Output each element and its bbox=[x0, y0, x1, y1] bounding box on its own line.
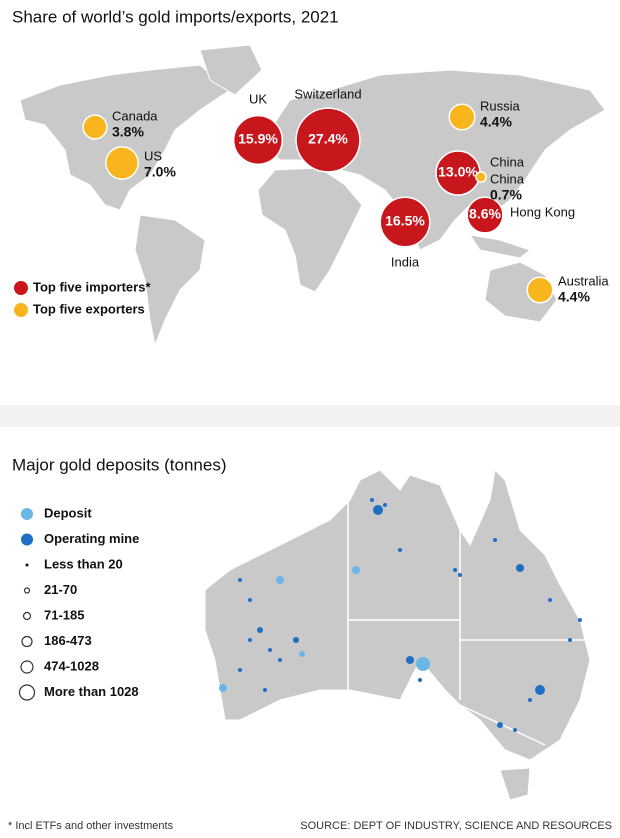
bubble bbox=[379, 196, 431, 248]
value-label: 13.0% bbox=[438, 164, 478, 180]
legend-label: Less than 20 bbox=[44, 556, 123, 571]
legend-label: Operating mine bbox=[44, 531, 139, 546]
value-label: 3.8% bbox=[112, 124, 144, 140]
bubble bbox=[475, 171, 487, 183]
country-name: China bbox=[490, 154, 525, 169]
country-name: UK bbox=[249, 91, 267, 106]
bubble bbox=[105, 146, 139, 180]
bubble bbox=[295, 107, 361, 173]
legend-label: Deposit bbox=[44, 505, 92, 520]
legend-label: Top five exporters bbox=[33, 301, 145, 316]
legend-label: More than 1028 bbox=[44, 684, 139, 699]
legend-swatch bbox=[14, 303, 28, 317]
legend-swatch bbox=[21, 635, 33, 648]
country-name: India bbox=[391, 254, 420, 269]
value-label: 0.7% bbox=[490, 187, 522, 203]
legend-swatch bbox=[18, 684, 36, 701]
country-name: Russia bbox=[480, 98, 521, 113]
legend-label: 71-185 bbox=[44, 607, 84, 622]
legend-label: 21-70 bbox=[44, 582, 77, 597]
country-name: Canada bbox=[112, 108, 158, 123]
map-title: Share of world’s gold imports/exports, 2… bbox=[12, 7, 339, 26]
legend-swatch bbox=[21, 508, 33, 520]
australia-land bbox=[204, 468, 591, 801]
value-label: 16.5% bbox=[385, 213, 425, 229]
value-label: 7.0% bbox=[144, 164, 176, 180]
deposit-dots bbox=[219, 498, 582, 732]
country-name: Switzerland bbox=[294, 86, 361, 101]
bubble bbox=[466, 196, 504, 234]
country-name: Hong Kong bbox=[510, 204, 575, 219]
value-label: 4.4% bbox=[480, 114, 512, 130]
value-label: 4.4% bbox=[558, 289, 590, 305]
bubble bbox=[232, 114, 284, 166]
legend-label: 186-473 bbox=[44, 633, 92, 648]
country-name: Australia bbox=[558, 273, 609, 288]
country-name: China bbox=[490, 171, 525, 186]
map-title: Major gold deposits (tonnes) bbox=[12, 455, 227, 474]
country-name: US bbox=[144, 148, 162, 163]
value-label: 15.9% bbox=[238, 131, 278, 147]
source: SOURCE: DEPT OF INDUSTRY, SCIENCE AND RE… bbox=[300, 820, 612, 832]
legend-label: 474-1028 bbox=[44, 658, 99, 673]
legend-swatch bbox=[23, 587, 31, 594]
legend-swatch bbox=[22, 611, 32, 621]
world-land bbox=[19, 44, 606, 347]
divider bbox=[0, 405, 620, 427]
footnote: * Incl ETFs and other investments bbox=[8, 820, 174, 832]
legend-swatch bbox=[14, 281, 28, 295]
bubble bbox=[82, 114, 108, 140]
legend-swatch bbox=[25, 563, 29, 567]
legend-label: Top five importers* bbox=[33, 279, 151, 294]
bubble bbox=[526, 276, 554, 304]
bubble bbox=[448, 103, 476, 131]
legend-swatch bbox=[20, 660, 34, 674]
value-label: 8.6% bbox=[469, 206, 501, 222]
legend-swatch bbox=[21, 533, 33, 546]
value-label: 27.4% bbox=[308, 131, 348, 147]
